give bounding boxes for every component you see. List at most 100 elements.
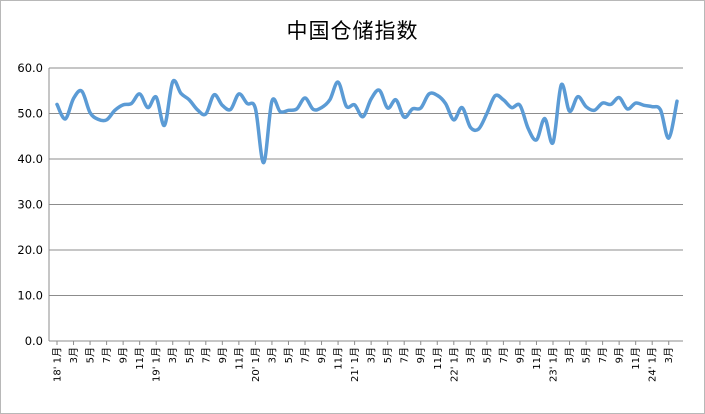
data-point (436, 94, 439, 97)
x-tick-label: 3月 (167, 347, 179, 363)
data-point (386, 107, 389, 110)
data-point (155, 96, 158, 99)
data-point (651, 105, 654, 108)
data-point (113, 109, 116, 112)
data-point (80, 90, 83, 93)
x-tick-label: 5月 (581, 347, 593, 363)
x-tick-label: 9月 (415, 347, 427, 363)
x-tick-label: 5月 (85, 347, 97, 363)
x-tick-label: 7月 (300, 347, 312, 363)
data-point (122, 103, 125, 106)
data-point (279, 110, 282, 113)
x-tick-label: 7月 (597, 347, 609, 363)
data-point (642, 104, 645, 107)
data-point (337, 81, 340, 84)
data-point (452, 118, 455, 121)
data-point (89, 111, 92, 114)
x-tick-label: 23' 1月 (548, 347, 560, 382)
data-point (461, 106, 464, 109)
data-point (270, 100, 273, 103)
x-tick-label: 9月 (514, 347, 526, 363)
data-point (237, 92, 240, 95)
data-point (254, 107, 257, 110)
data-point (494, 94, 497, 97)
x-tick-label: 18' 1月 (52, 347, 64, 382)
data-point (469, 126, 472, 129)
x-tick-label: 7月 (399, 347, 411, 363)
data-point (510, 106, 513, 109)
data-point (304, 97, 307, 100)
data-point (568, 110, 571, 113)
data-point (353, 103, 356, 106)
x-tick-label: 5月 (184, 347, 196, 363)
x-tick-label: 3月 (465, 347, 477, 363)
data-point (477, 127, 480, 130)
x-tick-label: 11月 (531, 347, 543, 370)
data-point (444, 102, 447, 105)
x-tick-label: 9月 (316, 347, 328, 363)
data-point (295, 107, 298, 110)
data-point (428, 92, 431, 95)
data-point (196, 108, 199, 111)
data-point (56, 103, 59, 106)
data-point (667, 137, 670, 140)
data-point (576, 95, 579, 98)
x-tick-label: 20' 1月 (250, 347, 262, 382)
data-point (287, 109, 290, 112)
data-point (105, 118, 108, 121)
data-point (97, 118, 100, 121)
data-point (634, 102, 637, 105)
data-point (213, 93, 216, 96)
data-point (609, 103, 612, 106)
data-point (138, 92, 141, 95)
data-point (419, 107, 422, 110)
data-point (180, 92, 183, 95)
x-tick-label: 9月 (118, 347, 130, 363)
x-tick-label: 21' 1月 (349, 347, 361, 382)
data-point (601, 102, 604, 105)
x-tick-label: 11月 (630, 347, 642, 370)
x-tick-label: 3月 (366, 347, 378, 363)
data-point (221, 104, 224, 107)
data-point (72, 97, 75, 100)
data-point (146, 106, 149, 109)
y-tick-label: 30.0 (17, 198, 43, 212)
y-tick-label: 0.0 (25, 334, 43, 348)
x-tick-label: 5月 (481, 347, 493, 363)
data-point (320, 106, 323, 109)
data-point (502, 98, 505, 101)
data-point (394, 98, 397, 101)
data-point (246, 102, 249, 105)
x-tick-label: 7月 (101, 347, 113, 363)
data-point (552, 141, 555, 144)
data-point (64, 117, 67, 120)
x-tick-label: 3月 (266, 347, 278, 363)
data-point (411, 107, 414, 110)
y-tick-label: 10.0 (17, 289, 43, 303)
x-tick-label: 7月 (498, 347, 510, 363)
data-point (626, 107, 629, 110)
data-point (618, 96, 621, 99)
data-point (585, 105, 588, 108)
y-tick-label: 20.0 (17, 243, 43, 257)
x-tick-label: 24' 1月 (647, 347, 659, 382)
data-point (130, 102, 133, 105)
data-point (593, 109, 596, 112)
data-point (543, 117, 546, 120)
x-tick-label: 9月 (614, 347, 626, 363)
data-point (188, 98, 191, 101)
data-point (171, 80, 174, 83)
data-point (328, 98, 331, 101)
data-point (518, 104, 521, 107)
x-tick-label: 22' 1月 (448, 347, 460, 382)
y-tick-label: 50.0 (17, 107, 43, 121)
x-tick-label: 7月 (200, 347, 212, 363)
x-tick-label: 9月 (217, 347, 229, 363)
data-point (527, 127, 530, 130)
data-point (676, 100, 679, 103)
data-point (485, 112, 488, 115)
chart-title: 中国仓储指数 (286, 19, 419, 43)
data-point (403, 116, 406, 119)
data-point (229, 108, 232, 111)
x-tick-label: 11月 (233, 347, 245, 370)
